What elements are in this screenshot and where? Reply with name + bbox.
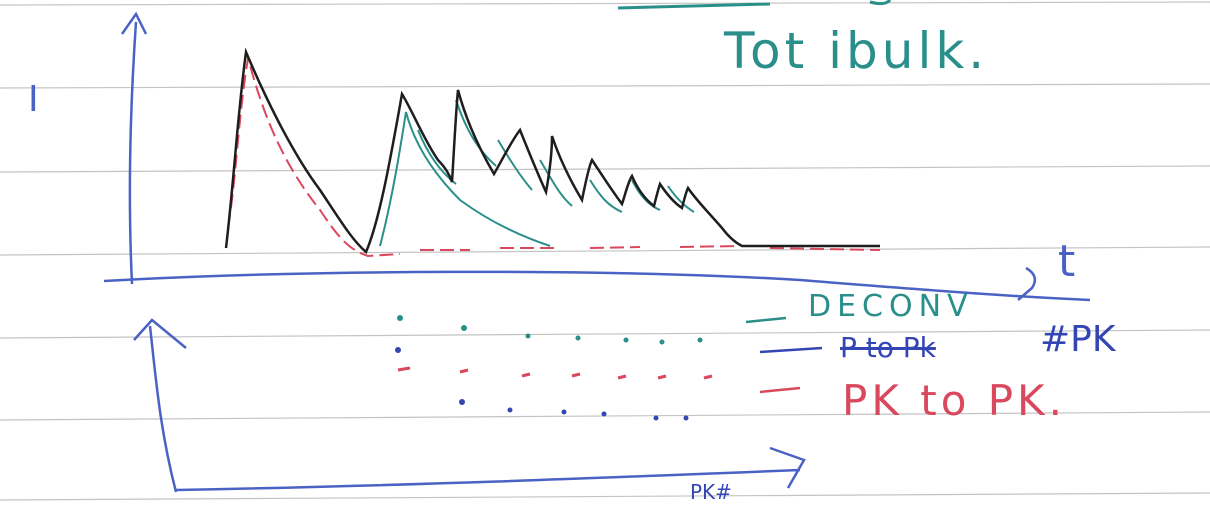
- y-axis: [148, 325, 178, 493]
- x-axis-arrowhead: [1017, 266, 1037, 301]
- pk-count-point: [459, 399, 465, 405]
- x-axis: [103, 270, 1091, 302]
- ruled-line: [0, 1, 1210, 6]
- pk-count-point: [601, 411, 607, 417]
- top-note: Tot ibulk.: [724, 22, 989, 80]
- legend-leader-blue: [759, 346, 823, 354]
- bottom-x-axis-label: PK#: [690, 480, 732, 504]
- pk-count-points: [395, 347, 689, 421]
- pk-count-point: [653, 415, 659, 421]
- pk-count-point: [507, 407, 513, 413]
- ruled-line: [0, 165, 1210, 173]
- bottom-plot: [133, 315, 823, 493]
- pk-to-pk-point: [459, 368, 469, 374]
- legend-struck-out: P to Pk: [840, 331, 936, 364]
- pk-to-pk-point: [521, 372, 531, 378]
- deconv-point: [525, 333, 531, 339]
- red-curve: [227, 57, 881, 258]
- pk-count-point: [395, 347, 401, 353]
- pk-to-pk-point: [571, 372, 581, 378]
- legend-pk-to-pk: PK to PK.: [842, 376, 1066, 425]
- pk-count-point: [561, 409, 567, 415]
- deconv-point: [397, 315, 403, 321]
- legend-leader-red: [759, 386, 801, 394]
- ruled-line: [0, 329, 1210, 339]
- pk-to-pk-point: [397, 366, 411, 372]
- top-plot: [103, 11, 1091, 302]
- x-axis: [175, 468, 801, 492]
- deconv-point: [659, 339, 665, 345]
- x-axis-label: t: [1058, 236, 1076, 287]
- legend-deconv: DECONV: [808, 289, 974, 324]
- deconv-point: [461, 325, 467, 331]
- legend-leader-teal: [745, 316, 787, 324]
- ruled-line: [0, 246, 1210, 256]
- deconv-point: [697, 337, 703, 343]
- y-axis: [128, 21, 138, 285]
- pk-to-pk-points: [397, 366, 713, 380]
- ruled-line: [0, 83, 1210, 89]
- pk-to-pk-point: [617, 374, 627, 380]
- deconv-point: [575, 335, 581, 341]
- y-axis-arrowhead: [120, 11, 148, 35]
- y-axis-label: I: [28, 79, 39, 120]
- deconv-point: [623, 337, 629, 343]
- y-axis-arrowhead: [133, 318, 187, 349]
- ruled-line: [0, 492, 1210, 501]
- pk-to-pk-point: [703, 374, 713, 380]
- x-axis-arrowhead: [769, 446, 806, 489]
- legend-pk-count: #PK: [1040, 319, 1116, 360]
- top-scribble: [617, 0, 892, 10]
- pk-count-point: [683, 415, 689, 421]
- black-curve: [224, 47, 880, 255]
- pk-to-pk-point: [657, 374, 667, 380]
- deconv-points: [397, 315, 703, 345]
